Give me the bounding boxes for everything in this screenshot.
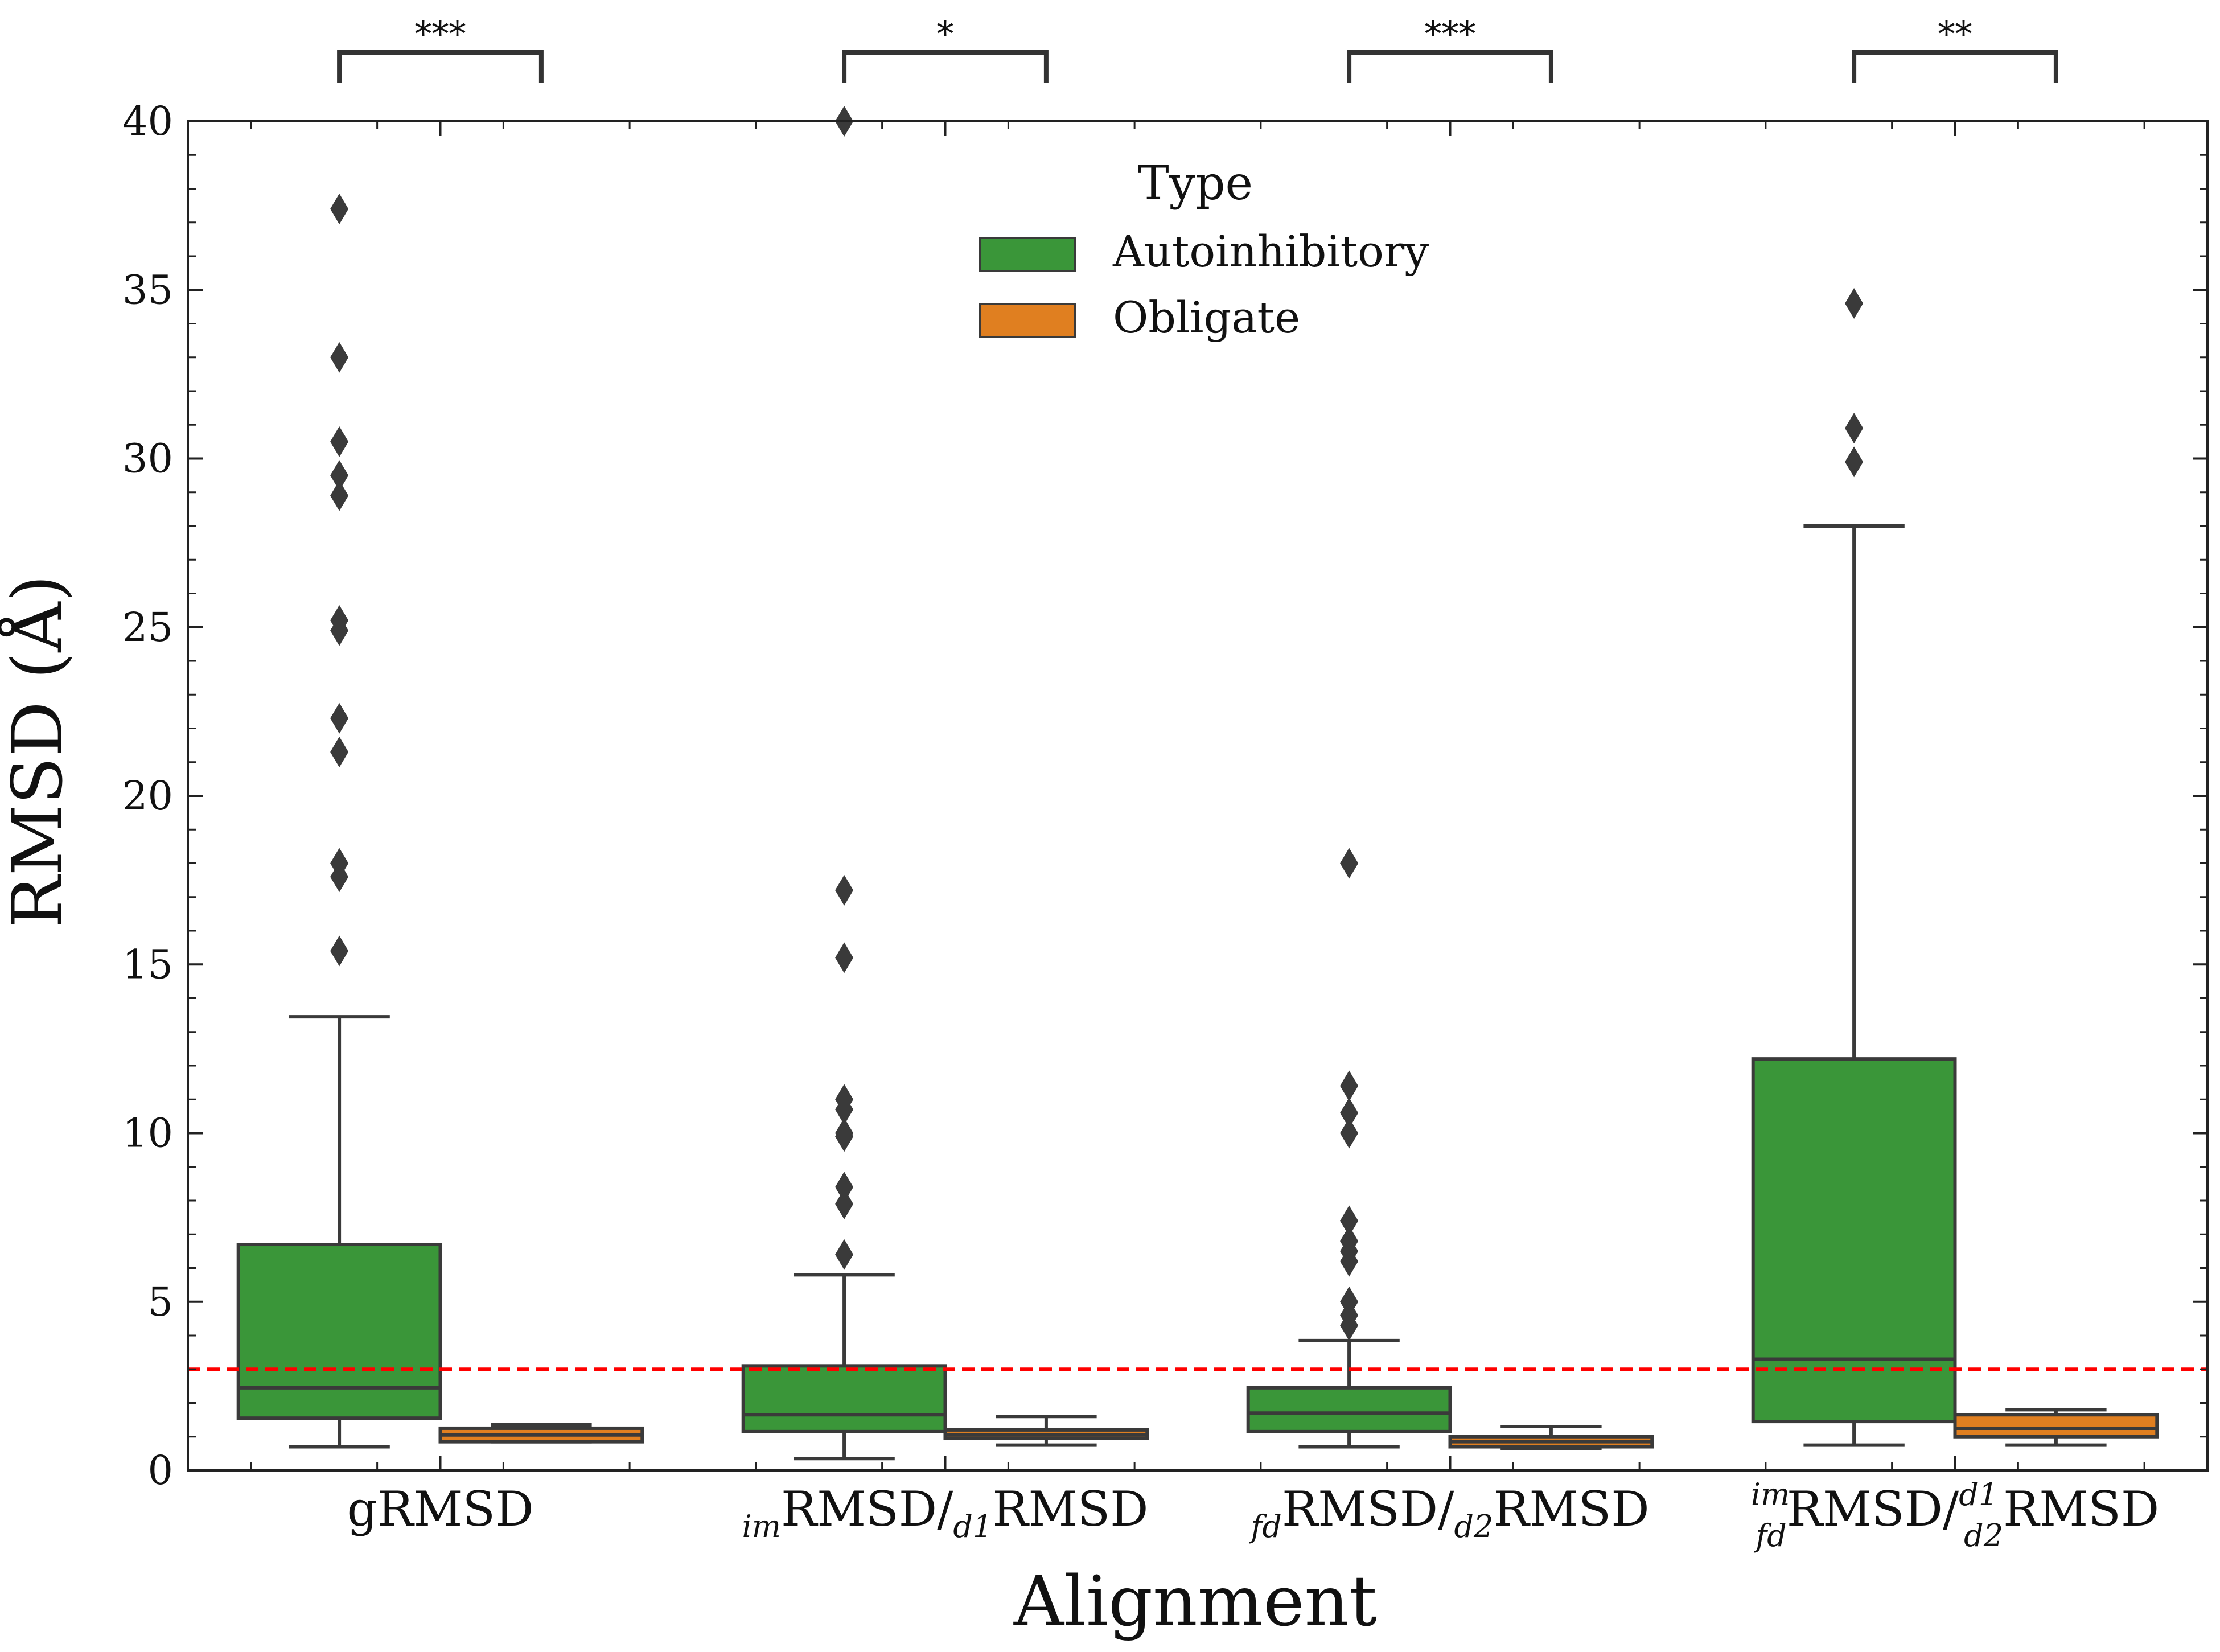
outlier-point: [835, 1117, 854, 1149]
legend-swatch: [979, 237, 1076, 272]
outlier-point: [330, 480, 349, 511]
box-group: [1448, 1424, 1654, 1450]
box: [236, 1243, 442, 1420]
outlier-point: [330, 194, 349, 225]
legend-swatch: [979, 303, 1076, 338]
significance-bracket: [337, 50, 544, 83]
outlier-point: [330, 736, 349, 767]
y-tick-label: 25: [122, 604, 173, 651]
box-group: [1953, 1408, 2159, 1447]
x-tick-label: im fdRMSD/d1 d2RMSD: [1751, 1477, 2160, 1554]
significance-bracket: [1347, 50, 1553, 83]
outlier-point: [835, 1172, 854, 1203]
outlier-point: [330, 605, 349, 636]
significance-label: *: [937, 14, 954, 54]
legend-label: Autoinhibitory: [1112, 226, 1429, 277]
outlier-point: [330, 848, 349, 879]
box-group: [1751, 287, 1957, 1447]
box-group: [943, 1415, 1149, 1447]
y-tick-label: 35: [122, 266, 173, 313]
y-tick-label: 0: [147, 1447, 173, 1494]
outlier-point: [330, 342, 349, 373]
outlier-point: [1340, 1097, 1359, 1128]
outlier-point: [1845, 287, 1864, 319]
box-group: [741, 106, 947, 1461]
outlier-point: [835, 1239, 854, 1270]
x-tick-label: fdRMSD/d2RMSD: [1248, 1481, 1649, 1544]
legend-label: Obligate: [1113, 292, 1300, 343]
box-group: [236, 194, 442, 1449]
box: [741, 1364, 947, 1433]
outlier-point: [835, 874, 854, 906]
outlier-point: [1340, 1070, 1359, 1102]
outlier-point: [835, 942, 854, 973]
y-tick-label: 15: [122, 941, 173, 988]
significance-label: **: [1938, 14, 1972, 54]
outlier-point: [835, 1084, 854, 1115]
x-axis-title: Alignment: [1013, 1561, 1377, 1642]
box: [1751, 1057, 1957, 1424]
outlier-point: [1340, 848, 1359, 879]
outlier-point: [330, 426, 349, 457]
outlier-point: [330, 460, 349, 491]
plot-area: 0 5 10 15 20 25 30 35 40 gRMSD imRMSD/d1RMSD fdRMSD…: [122, 14, 2209, 1554]
box-group: [1246, 848, 1452, 1449]
significance-bracket: [842, 50, 1049, 83]
y-axis-title: RMSD (Å): [0, 575, 78, 928]
significance-label: ***: [1425, 14, 1476, 54]
outlier-point: [1340, 1117, 1359, 1149]
y-tick-label: 30: [122, 435, 173, 482]
outlier-point: [1340, 1205, 1359, 1236]
outlier-point: [1845, 446, 1864, 478]
x-tick-label: gRMSD: [347, 1481, 534, 1537]
outlier-point: [1340, 1226, 1359, 1257]
legend-title: Type: [1138, 157, 1253, 211]
outlier-point: [330, 702, 349, 734]
y-tick-label: 10: [122, 1110, 173, 1157]
y-tick-label: 20: [122, 772, 173, 819]
outlier-point: [330, 935, 349, 967]
x-tick-label: imRMSD/d1RMSD: [742, 1481, 1148, 1544]
outlier-point: [835, 1188, 854, 1219]
outlier-point: [1845, 413, 1864, 444]
significance-bracket: [1852, 50, 2058, 83]
box: [1953, 1413, 2159, 1439]
significance-label: ***: [415, 14, 466, 54]
box-group: [438, 1423, 644, 1444]
y-tick-label: 40: [122, 98, 173, 145]
outlier-point: [1340, 1286, 1359, 1317]
legend: Type Autoinhibitory Obligate: [979, 157, 1429, 343]
y-tick-label: 5: [147, 1279, 173, 1325]
box: [1246, 1386, 1452, 1433]
